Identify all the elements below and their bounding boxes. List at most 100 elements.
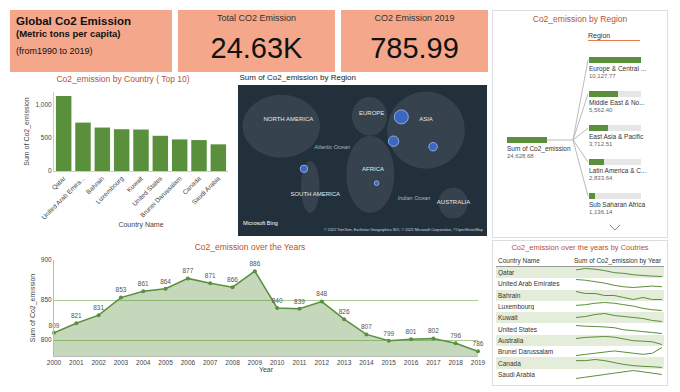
svg-text:Co2_emission over the Years: Co2_emission over the Years: [195, 242, 306, 252]
svg-text:861: 861: [138, 280, 149, 287]
svg-text:ASIA: ASIA: [419, 116, 433, 122]
html-text:Qatar: Qatar: [498, 269, 515, 277]
svg-text:Country Name: Country Name: [118, 221, 163, 229]
html-text:Middle East & No...: Middle East & No...: [589, 99, 645, 106]
svg-text:2005: 2005: [158, 359, 173, 366]
html-text:Bahrain: Bahrain: [498, 291, 521, 299]
svg-text:807: 807: [361, 323, 372, 330]
svg-text:2013: 2013: [337, 359, 352, 366]
svg-text:886: 886: [249, 260, 260, 267]
svg-text:2017: 2017: [426, 359, 441, 366]
svg-text:United Arab Emira...: United Arab Emira...: [40, 174, 86, 220]
svg-text:2002: 2002: [91, 359, 106, 366]
svg-text:Brunei Darussalam: Brunei Darussalam: [139, 175, 183, 219]
svg-text:2010: 2010: [270, 359, 285, 366]
svg-text:Year: Year: [259, 366, 274, 373]
svg-text:786: 786: [473, 340, 484, 347]
html-text:Country Name: Country Name: [498, 257, 540, 264]
html-text:Sum of Co2_emission: Sum of Co2_emission: [507, 145, 571, 152]
svg-text:United States: United States: [131, 174, 164, 207]
svg-text:AFRICA: AFRICA: [362, 166, 384, 172]
html-text:Co2_emission over the years by: Co2_emission over the years by Coutries: [511, 243, 649, 252]
svg-text:1,000: 1,000: [35, 101, 52, 108]
svg-text:850: 850: [41, 296, 52, 303]
html-text:785.99: 785.99: [370, 32, 459, 64]
svg-text:Canada: Canada: [181, 174, 202, 195]
svg-text:0: 0: [48, 167, 52, 174]
html-text:Global Co2 Emission: Global Co2 Emission: [16, 15, 131, 27]
svg-text:2015: 2015: [382, 359, 397, 366]
html-text:Co2_emission by Region: Co2_emission by Region: [532, 14, 628, 24]
svg-text:2016: 2016: [404, 359, 419, 366]
svg-text:848: 848: [316, 290, 327, 297]
svg-text:2012: 2012: [315, 359, 330, 366]
svg-text:Bahrain: Bahrain: [85, 174, 106, 195]
svg-text:826: 826: [339, 308, 350, 315]
html-text:Saudi Arabia: Saudi Arabia: [498, 370, 535, 378]
html-text:Australia: Australia: [498, 336, 524, 344]
html-text:Total CO2 Emission: Total CO2 Emission: [217, 13, 296, 23]
svg-text:821: 821: [71, 312, 82, 319]
svg-text:2000: 2000: [47, 359, 62, 366]
html-text:Kuwait: Kuwait: [498, 314, 518, 322]
svg-text:864: 864: [160, 278, 171, 285]
svg-text:2008: 2008: [225, 359, 240, 366]
html-text:Luxembourg: Luxembourg: [498, 303, 535, 310]
svg-text:500: 500: [41, 134, 52, 141]
svg-text:802: 802: [428, 327, 439, 334]
html-text:Region: Region: [588, 32, 611, 39]
svg-text:© 2022 TomTom, Earthstar Geogr: © 2022 TomTom, Earthstar Geographics SIO…: [324, 228, 483, 232]
html-text:Sum of Co2_emission by Year: Sum of Co2_emission by Year: [574, 257, 662, 264]
svg-text:866: 866: [227, 276, 238, 283]
html-text:24.63K: 24.63K: [210, 32, 303, 64]
svg-text:Microsoft Bing: Microsoft Bing: [243, 220, 278, 226]
svg-text:2011: 2011: [292, 359, 306, 366]
svg-text:900: 900: [41, 256, 52, 263]
svg-text:2007: 2007: [203, 359, 218, 366]
html-text:(Metric tons per capita): (Metric tons per capita): [16, 28, 121, 39]
html-text:Brunei Darussalam: Brunei Darussalam: [498, 348, 554, 356]
html-text:United Arab Emirates: United Arab Emirates: [498, 280, 560, 288]
svg-text:Sum of Co2_emission by Region: Sum of Co2_emission by Region: [240, 73, 357, 82]
svg-text:Co2_emission by Country ( Top: Co2_emission by Country ( Top 10): [56, 74, 189, 84]
svg-text:NORTH AMERICA: NORTH AMERICA: [263, 116, 313, 122]
html-text:(from1990 to 2019): (from1990 to 2019): [16, 46, 93, 56]
svg-text:Kuwait: Kuwait: [125, 174, 144, 193]
svg-text:871: 871: [205, 272, 216, 279]
html-text:Canada: Canada: [498, 359, 521, 367]
svg-text:2006: 2006: [181, 359, 196, 366]
svg-text:2009: 2009: [248, 359, 263, 366]
svg-text:EUROPE: EUROPE: [359, 110, 384, 116]
svg-text:Qatar: Qatar: [50, 174, 68, 192]
svg-text:Atlantic Ocean: Atlantic Ocean: [313, 144, 350, 150]
html-text:CO2 Emission 2019: CO2 Emission 2019: [374, 13, 455, 23]
svg-text:839: 839: [294, 298, 305, 305]
svg-text:2018: 2018: [448, 359, 463, 366]
svg-text:2004: 2004: [136, 359, 151, 366]
svg-text:800: 800: [41, 336, 52, 343]
svg-text:840: 840: [272, 297, 283, 304]
html-text:Latin America & C...: Latin America & C...: [589, 167, 647, 174]
svg-text:796: 796: [450, 332, 461, 339]
svg-text:2003: 2003: [114, 359, 129, 366]
svg-text:799: 799: [383, 330, 394, 337]
svg-text:877: 877: [182, 267, 193, 274]
svg-text:Sum of Co2_emission: Sum of Co2_emission: [23, 97, 31, 166]
svg-text:SOUTH AMERICA: SOUTH AMERICA: [290, 191, 340, 197]
html-text:East Asia & Pacific: East Asia & Pacific: [589, 133, 644, 140]
svg-text:Indian Ocean: Indian Ocean: [398, 195, 431, 201]
svg-text:801: 801: [406, 328, 417, 335]
svg-text:Luxembourg: Luxembourg: [94, 174, 125, 205]
svg-text:2019: 2019: [471, 359, 486, 366]
svg-text:Saudi Arabia: Saudi Arabia: [190, 174, 221, 205]
svg-text:2014: 2014: [359, 359, 374, 366]
svg-text:Sum of Co2_emission: Sum of Co2_emission: [29, 274, 37, 343]
html-text:Sub Saharan Africa: Sub Saharan Africa: [589, 201, 645, 208]
svg-text:853: 853: [116, 286, 127, 293]
svg-text:831: 831: [93, 304, 104, 311]
svg-text:AUSTRALIA: AUSTRALIA: [437, 199, 470, 205]
html-text:Europe & Central ...: Europe & Central ...: [589, 65, 647, 72]
svg-text:2001: 2001: [69, 359, 84, 366]
svg-text:809: 809: [49, 322, 60, 329]
html-text:United States: United States: [498, 325, 537, 333]
